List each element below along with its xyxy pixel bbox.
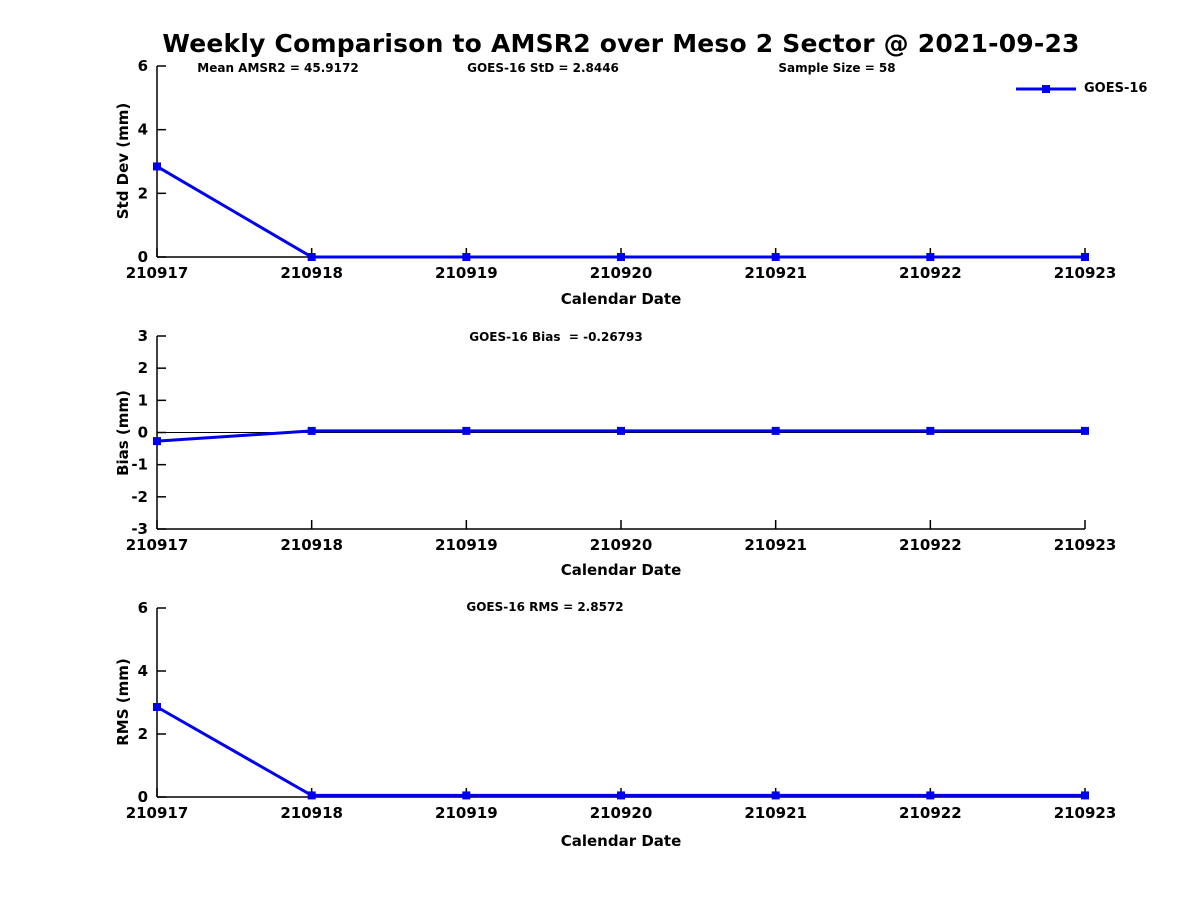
data-point-marker [153, 162, 161, 171]
data-point-marker [926, 791, 935, 800]
data-point-marker [1081, 426, 1089, 435]
x-tick-label: 210918 [280, 536, 343, 554]
x-tick-label: 210923 [1054, 804, 1117, 822]
x-tick-label: 210918 [280, 804, 343, 822]
y-tick-label: 6 [138, 599, 148, 617]
x-tick-label: 210917 [126, 264, 189, 282]
data-point-marker [771, 426, 780, 435]
x-tick-label: 210920 [590, 804, 653, 822]
data-point-marker [462, 253, 471, 261]
y-tick-label: 2 [138, 359, 148, 377]
annotation-goes16-rms: GOES-16 RMS = 2.8572 [466, 600, 624, 614]
annotation-goes16-std: GOES-16 StD = 2.8446 [467, 61, 619, 75]
figure-title: Weekly Comparison to AMSR2 over Meso 2 S… [162, 29, 1080, 58]
y-tick-label: 4 [138, 121, 148, 139]
y-tick-label: 0 [138, 788, 148, 806]
ylabel-rms: RMS (mm) [114, 658, 132, 746]
y-tick-label: -3 [131, 520, 148, 538]
x-tick-label: 210920 [590, 264, 653, 282]
y-tick-label: 3 [138, 327, 148, 345]
series-line [156, 705, 1085, 797]
data-point-marker [462, 426, 471, 435]
data-point-marker [153, 702, 161, 711]
y-tick-label: 0 [138, 248, 148, 266]
y-tick-label: 1 [138, 391, 148, 409]
x-tick-label: 210922 [899, 264, 962, 282]
annotation-goes16-bias: GOES-16 Bias = -0.26793 [469, 330, 643, 344]
x-tick-label: 210918 [280, 264, 343, 282]
y-tick-label: 0 [138, 424, 148, 442]
x-tick-label: 210921 [744, 804, 807, 822]
x-tick-label: 210917 [126, 804, 189, 822]
data-point-marker [926, 426, 935, 435]
data-point-marker [617, 426, 625, 435]
x-tick-label: 210923 [1054, 264, 1117, 282]
y-tick-label: 2 [138, 184, 148, 202]
x-tick-label: 210921 [744, 536, 807, 554]
x-tick-label: 210922 [899, 536, 962, 554]
legend-marker-icon [1042, 84, 1050, 93]
xlabel-std-dev: Calendar Date [560, 290, 682, 308]
x-tick-label: 210919 [435, 804, 498, 822]
x-tick-label: 210919 [435, 264, 498, 282]
data-point-marker [307, 253, 316, 261]
ylabel-std-dev: Std Dev (mm) [114, 102, 132, 220]
legend: GOES-16 [1016, 81, 1147, 96]
ylabel-bias: Bias (mm) [114, 390, 132, 476]
annotation-mean-amsr2: Mean AMSR2 = 45.9172 [197, 61, 359, 75]
legend-label: GOES-16 [1084, 81, 1148, 96]
x-tick-label: 210920 [590, 536, 653, 554]
x-tick-label: 210917 [126, 536, 189, 554]
xlabel-rms: Calendar Date [560, 832, 682, 850]
data-point-marker [617, 791, 625, 800]
data-point-marker [771, 791, 780, 800]
data-point-marker [462, 791, 471, 800]
data-point-marker [1081, 791, 1089, 800]
x-tick-label: 210921 [744, 264, 807, 282]
data-point-marker [307, 791, 316, 800]
data-point-marker [153, 437, 161, 446]
x-tick-label: 210923 [1054, 536, 1117, 554]
y-tick-label: -2 [131, 488, 148, 506]
x-tick-label: 210922 [899, 804, 962, 822]
data-point-marker [926, 253, 935, 261]
x-tick-label: 210919 [435, 536, 498, 554]
y-tick-label: 6 [138, 57, 148, 75]
data-point-marker [307, 426, 316, 435]
series-line [156, 165, 1085, 259]
data-point-marker [617, 253, 625, 261]
y-tick-label: 2 [138, 725, 148, 743]
data-point-marker [1081, 253, 1089, 261]
y-tick-label: 4 [138, 662, 148, 680]
annotation-sample-size: Sample Size = 58 [778, 61, 896, 75]
y-tick-label: -1 [131, 456, 148, 474]
legend-swatch [1016, 84, 1076, 93]
data-point-marker [771, 253, 780, 261]
xlabel-bias: Calendar Date [560, 561, 682, 579]
